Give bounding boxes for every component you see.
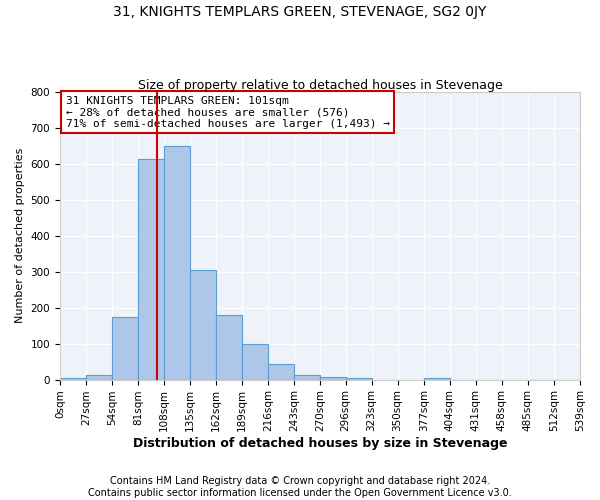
Bar — [112, 316, 138, 380]
Text: 31, KNIGHTS TEMPLARS GREEN, STEVENAGE, SG2 0JY: 31, KNIGHTS TEMPLARS GREEN, STEVENAGE, S… — [113, 5, 487, 19]
Bar — [190, 270, 216, 380]
Y-axis label: Number of detached properties: Number of detached properties — [15, 148, 25, 324]
Bar — [295, 376, 320, 380]
Title: Size of property relative to detached houses in Stevenage: Size of property relative to detached ho… — [137, 79, 502, 92]
Text: Contains HM Land Registry data © Crown copyright and database right 2024.
Contai: Contains HM Land Registry data © Crown c… — [88, 476, 512, 498]
Bar — [346, 378, 371, 380]
Bar — [242, 344, 268, 380]
Bar — [60, 378, 86, 380]
Bar — [164, 146, 190, 380]
Bar — [424, 378, 450, 380]
Bar — [320, 376, 346, 380]
Text: 31 KNIGHTS TEMPLARS GREEN: 101sqm
← 28% of detached houses are smaller (576)
71%: 31 KNIGHTS TEMPLARS GREEN: 101sqm ← 28% … — [65, 96, 389, 129]
Bar — [86, 376, 112, 380]
Bar — [138, 158, 164, 380]
Bar — [216, 315, 242, 380]
Bar — [268, 364, 295, 380]
X-axis label: Distribution of detached houses by size in Stevenage: Distribution of detached houses by size … — [133, 437, 507, 450]
